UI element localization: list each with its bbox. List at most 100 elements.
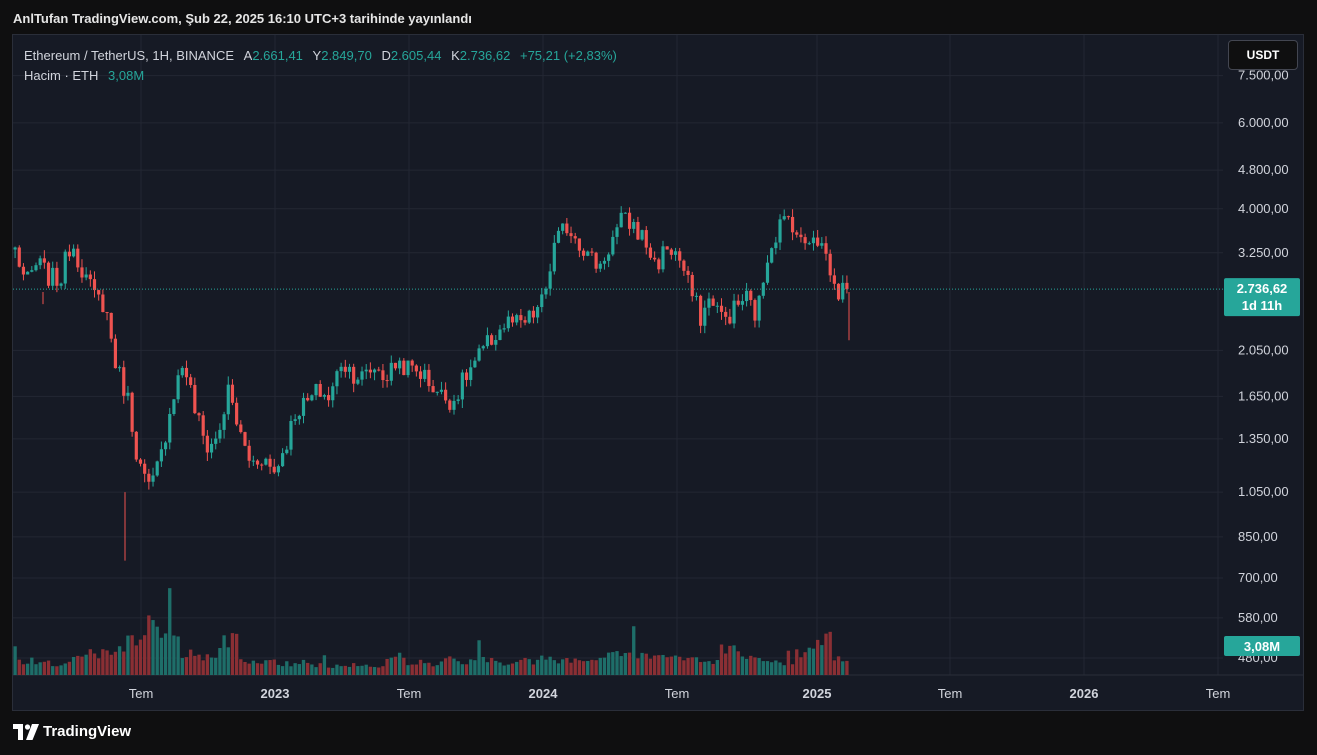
- candle-body: [665, 246, 669, 250]
- volume-bar: [652, 655, 657, 675]
- volume-bar: [732, 645, 736, 675]
- x-tick-label: Tem: [938, 686, 963, 701]
- volume-bar: [247, 663, 251, 675]
- volume-bar: [510, 663, 515, 675]
- candle-body: [795, 232, 799, 235]
- candle-body: [427, 369, 431, 387]
- volume-bar: [481, 656, 485, 675]
- symbol-label[interactable]: Ethereum / TetherUS, 1H, BINANCE: [24, 48, 235, 63]
- volume-bar: [297, 664, 302, 675]
- candle-body: [502, 328, 506, 330]
- candle-body: [67, 251, 72, 257]
- volume-indicator-value: 3,08M: [108, 68, 145, 83]
- candle-body: [155, 461, 159, 476]
- volume-bar: [473, 660, 477, 675]
- candle-body: [318, 383, 322, 397]
- candle-body: [707, 298, 711, 308]
- candle-body: [335, 371, 339, 387]
- volume-bar: [76, 655, 80, 675]
- volume-bar: [25, 663, 30, 675]
- candle-body: [736, 300, 740, 305]
- volume-bar: [260, 663, 264, 675]
- candle-body: [113, 338, 117, 369]
- candle-body: [285, 449, 289, 454]
- candle-body: [118, 367, 122, 369]
- candle-body: [310, 395, 314, 401]
- volume-bar: [356, 666, 360, 675]
- volume-bar: [832, 660, 837, 675]
- tradingview-logo[interactable]: TradingView: [13, 723, 131, 740]
- candle-body: [531, 310, 535, 318]
- volume-bar: [836, 656, 841, 675]
- volume-bar: [188, 649, 193, 675]
- volume-bar: [335, 664, 339, 675]
- volume-bar: [423, 663, 427, 675]
- candle-body: [811, 237, 816, 244]
- x-tick-label: Tem: [1206, 686, 1231, 701]
- volume-badge: [1224, 636, 1300, 656]
- candle-body: [368, 369, 372, 373]
- candle-body: [343, 366, 347, 372]
- volume-bar: [142, 635, 147, 675]
- candle-body: [515, 315, 519, 323]
- candle-body: [226, 384, 230, 415]
- y-tick-label: 700,00: [1238, 570, 1278, 585]
- volume-bar: [548, 656, 552, 675]
- currency-button[interactable]: USDT: [1228, 40, 1298, 70]
- candle-body: [59, 283, 63, 286]
- volume-bar: [682, 660, 686, 675]
- candle-body: [193, 384, 197, 414]
- volume-bar: [452, 658, 456, 675]
- candle-body: [293, 419, 297, 421]
- candle-body: [260, 464, 264, 466]
- volume-bar: [757, 658, 761, 675]
- candle-body: [519, 315, 523, 321]
- candle-body: [201, 415, 205, 436]
- x-tick-label: Tem: [129, 686, 154, 701]
- volume-bar: [293, 663, 297, 675]
- volume-bar: [406, 665, 410, 675]
- volume-bar: [657, 655, 661, 675]
- candle-body: [138, 459, 143, 464]
- volume-bar: [301, 659, 306, 675]
- candle-body: [661, 246, 665, 270]
- volume-badge-label: 3,08M: [1244, 639, 1280, 654]
- candle-body: [653, 257, 657, 260]
- volume-bar: [88, 649, 93, 675]
- candle-body: [264, 458, 268, 465]
- volume-bar: [640, 652, 644, 675]
- volume-bar: [34, 664, 38, 675]
- volume-bar: [636, 658, 640, 675]
- volume-bar: [113, 651, 118, 675]
- candle-body: [331, 386, 335, 401]
- candle-body: [644, 230, 648, 248]
- candlestick-chart[interactable]: 7.500,00 6.000,00 4.800,00 4.000,00 3.250,00…: [13, 35, 1303, 710]
- x-tick-label: 2024: [529, 686, 559, 701]
- candle-body: [26, 271, 30, 275]
- volume-bar: [134, 645, 138, 675]
- volume-bar: [544, 659, 548, 675]
- volume-indicator-label[interactable]: Hacim · ETH: [24, 68, 99, 83]
- volume-bar: [749, 655, 753, 675]
- chart-background: [13, 35, 1303, 710]
- candle-body: [623, 212, 627, 214]
- legend-row-price: Ethereum / TetherUS, 1H, BINANCE A2.661,…: [24, 46, 617, 66]
- volume-bar: [577, 660, 582, 675]
- candle-body: [615, 227, 619, 237]
- y-tick-label: 7.500,00: [1238, 68, 1289, 83]
- candle-body: [21, 266, 26, 275]
- candle-body: [314, 383, 318, 396]
- footer-brand-label: TradingView: [43, 723, 132, 740]
- volume-bar: [632, 626, 636, 675]
- volume-bar: [364, 664, 368, 675]
- volume-bar: [527, 659, 531, 675]
- candle-body: [581, 250, 586, 256]
- candle-body: [406, 360, 410, 376]
- volume-bar: [523, 657, 527, 675]
- chart-panel[interactable]: 7.500,00 6.000,00 4.800,00 4.000,00 3.250,00…: [12, 34, 1304, 711]
- candle-body: [790, 216, 795, 233]
- candle-body: [439, 389, 444, 392]
- volume-bar: [347, 666, 352, 675]
- candle-body: [607, 254, 611, 261]
- candle-body: [724, 311, 728, 317]
